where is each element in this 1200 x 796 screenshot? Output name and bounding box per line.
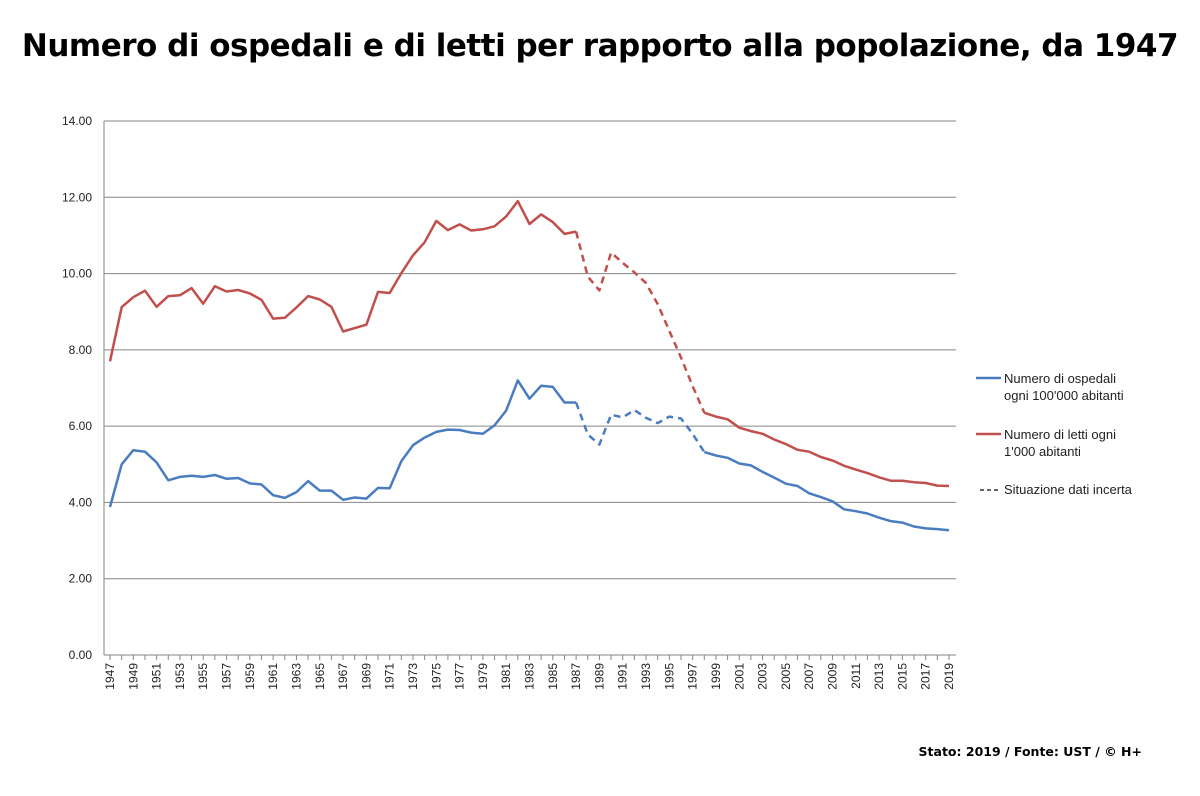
legend-label-uncertain: Situazione dati incerta (1004, 482, 1133, 497)
x-tick-label: 1985 (546, 663, 560, 690)
x-tick-label: 1971 (383, 663, 397, 690)
y-tick-label: 0.00 (69, 648, 93, 662)
x-tick-label: 1995 (662, 663, 676, 690)
x-tick-label: 1961 (266, 663, 280, 690)
x-tick-label: 1973 (406, 663, 420, 690)
y-tick-label: 4.00 (69, 495, 93, 509)
x-tick-label: 1983 (523, 663, 537, 690)
series-line-beds-solid-early (108, 199, 577, 362)
series-line-beds-solid-late (703, 411, 950, 488)
x-tick-label: 1969 (359, 663, 373, 690)
x-axis-ticks: 1947 1949 1951 1953 1955 1957 1959 1961 1963 1965… (103, 655, 956, 690)
y-tick-label: 8.00 (69, 343, 93, 357)
x-tick-label: 1955 (196, 663, 210, 690)
y-tick-label: 12.00 (62, 190, 92, 204)
x-tick-label: 2001 (732, 663, 746, 690)
legend-label-hospitals-2: ogni 100'000 abitanti (1004, 388, 1124, 403)
x-tick-label: 1953 (173, 663, 187, 690)
axes (103, 121, 956, 656)
x-tick-label: 1993 (639, 663, 653, 690)
x-tick-label: 2007 (802, 663, 816, 690)
x-tick-label: 1967 (336, 663, 350, 690)
x-tick-label: 1991 (616, 663, 630, 690)
x-tick-label: 1949 (126, 663, 140, 690)
legend-label-beds-1: Numero di letti ogni (1004, 427, 1116, 442)
x-tick-label: 1963 (289, 663, 303, 690)
x-tick-label: 2005 (779, 663, 793, 690)
x-tick-label: 1957 (220, 663, 234, 690)
legend-label-hospitals-1: Numero di ospedali (1004, 371, 1116, 386)
legend: Numero di ospedali ogni 100'000 abitanti… (976, 371, 1133, 497)
y-tick-label: 2.00 (69, 572, 93, 586)
x-tick-label: 1997 (686, 663, 700, 690)
x-tick-label: 2009 (825, 663, 839, 690)
x-tick-label: 2017 (919, 663, 933, 690)
x-tick-label: 2013 (872, 663, 886, 690)
y-axis-ticks: 0.00 2.00 4.00 6.00 8.00 10.00 12.00 14.00 (62, 114, 92, 662)
series-line-hospitals-uncertain (574, 402, 706, 453)
y-tick-label: 10.00 (62, 267, 92, 281)
x-tick-label: 1999 (709, 663, 723, 690)
legend-label-beds-2: 1'000 abitanti (1004, 444, 1081, 459)
x-tick-label: 1975 (429, 663, 443, 690)
x-tick-label: 2011 (849, 663, 863, 689)
source-footer: Stato: 2019 / Fonte: UST / © H+ (918, 744, 1142, 759)
series-line-beds-uncertain (574, 231, 706, 414)
x-tick-label: 1979 (476, 663, 490, 690)
chart-title: Numero di ospedali e di letti per rappor… (21, 28, 1179, 64)
x-tick-label: 2015 (895, 663, 909, 690)
y-tick-label: 14.00 (62, 114, 92, 128)
x-tick-label: 1947 (103, 663, 117, 690)
x-tick-label: 1951 (150, 663, 164, 690)
x-tick-label: 1989 (592, 663, 606, 690)
y-tick-label: 6.00 (69, 419, 93, 433)
series-line-hospitals-solid-late (703, 450, 950, 532)
x-tick-label: 2019 (942, 663, 956, 690)
x-tick-label: 1987 (569, 663, 583, 690)
series-line-hospitals-solid-early (108, 379, 577, 508)
x-tick-label: 1981 (499, 663, 513, 690)
x-tick-label: 1977 (453, 663, 467, 690)
x-tick-label: 1959 (243, 663, 257, 690)
x-tick-label: 2003 (756, 663, 770, 690)
gridlines (104, 120, 956, 580)
x-tick-label: 1965 (313, 663, 327, 690)
series-lines (108, 199, 950, 532)
